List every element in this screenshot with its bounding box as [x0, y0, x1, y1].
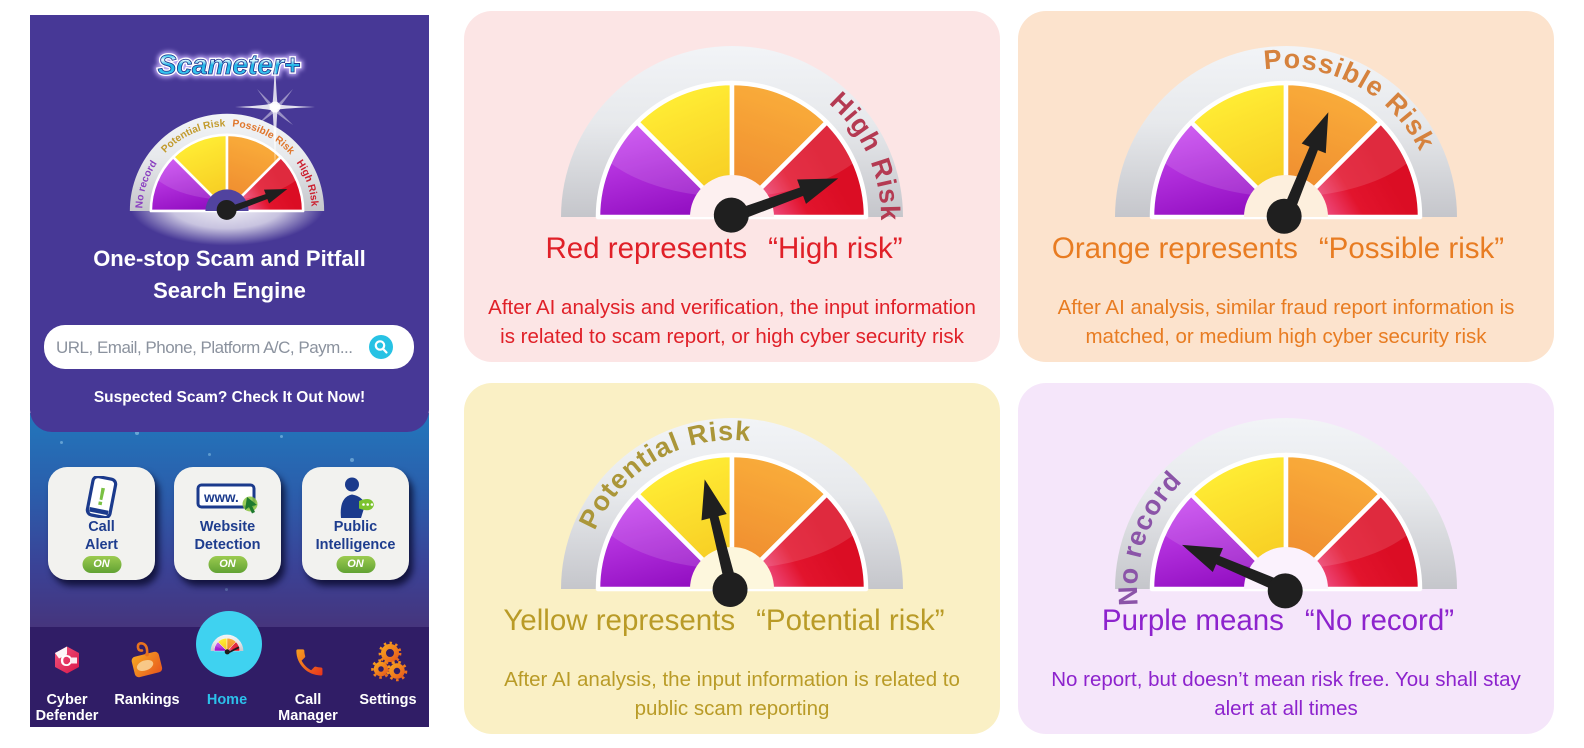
svg-text:Scameter+: Scameter+	[158, 49, 300, 80]
svg-text:www.: www.	[203, 490, 239, 505]
svg-text:Scameter+: Scameter+	[158, 49, 300, 80]
svg-text:C: C	[60, 653, 72, 670]
svg-text:Scameter+: Scameter+	[158, 49, 300, 80]
